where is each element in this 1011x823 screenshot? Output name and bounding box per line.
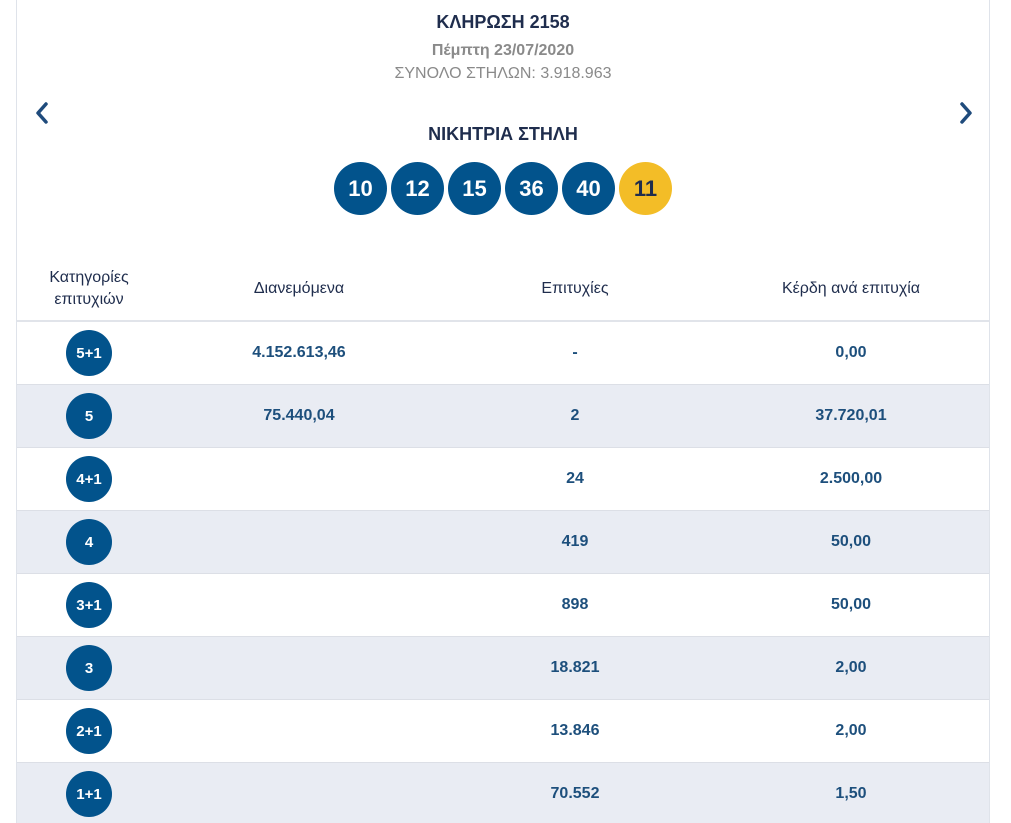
number-ball: 15 xyxy=(448,162,501,215)
prize-cell: 0,00 xyxy=(835,344,867,361)
table-row: 3+1 898 50,00 xyxy=(17,574,989,637)
category-cell: 4 xyxy=(17,511,161,573)
prize-table-body: 5+1 4.152.613,46 - 0,00 5 75.440,04 2 37.720,01… xyxy=(17,322,989,823)
table-row: 5+1 4.152.613,46 - 0,00 xyxy=(17,322,989,385)
draw-header: ΚΛΗΡΩΣΗ 2158 Πέμπτη 23/07/2020 ΣΥΝΟΛΟ ΣΤ… xyxy=(17,0,989,250)
distributed-cell xyxy=(161,448,437,510)
number-ball: 12 xyxy=(391,162,444,215)
table-row: 5 75.440,04 2 37.720,01 xyxy=(17,385,989,448)
category-cell: 3 xyxy=(17,637,161,699)
number-ball: 10 xyxy=(334,162,387,215)
draw-results-panel: ΚΛΗΡΩΣΗ 2158 Πέμπτη 23/07/2020 ΣΥΝΟΛΟ ΣΤ… xyxy=(16,0,990,823)
winners-cell: - xyxy=(572,344,578,361)
distributed-cell xyxy=(161,637,437,699)
next-draw-button[interactable] xyxy=(951,96,981,130)
number-ball: 36 xyxy=(505,162,558,215)
number-ball: 40 xyxy=(562,162,615,215)
distributed-cell xyxy=(161,511,437,573)
winners-cell: 24 xyxy=(566,470,584,487)
prize-cell: 2.500,00 xyxy=(819,470,883,487)
category-badge: 1+1 xyxy=(66,771,112,817)
table-row: 1+1 70.552 1,50 xyxy=(17,763,989,823)
category-badge: 3+1 xyxy=(66,582,112,628)
distributed-cell xyxy=(161,700,437,762)
draw-date: Πέμπτη 23/07/2020 xyxy=(431,42,575,59)
category-cell: 5 xyxy=(17,385,161,447)
prize-cell: 2,00 xyxy=(835,722,867,739)
prize-cell: 2,00 xyxy=(835,659,867,676)
winners-cell: 419 xyxy=(561,533,589,550)
category-badge: 4+1 xyxy=(66,456,112,502)
table-row: 2+1 13.846 2,00 xyxy=(17,700,989,763)
category-cell: 3+1 xyxy=(17,574,161,636)
category-badge: 5+1 xyxy=(66,330,112,376)
prize-cell: 1,50 xyxy=(835,785,867,802)
chevron-left-icon xyxy=(36,102,48,124)
winning-numbers: 10 12 15 36 40 11 xyxy=(17,162,989,215)
chevron-right-icon xyxy=(960,102,972,124)
category-cell: 5+1 xyxy=(17,322,161,384)
winners-cell: 18.821 xyxy=(550,659,600,676)
prize-table-header: Κατηγορίες επιτυχιών Διανεμόμενα Επιτυχί… xyxy=(17,258,989,322)
category-badge: 3 xyxy=(66,645,112,691)
winning-column-label: ΝΙΚΗΤΡΙΑ ΣΤΗΛΗ xyxy=(428,124,578,144)
joker-ball: 11 xyxy=(619,162,672,215)
distributed-cell xyxy=(161,763,437,823)
table-row: 4 419 50,00 xyxy=(17,511,989,574)
winners-cell: 2 xyxy=(570,407,580,424)
distributed-cell: 4.152.613,46 xyxy=(252,344,346,361)
previous-draw-button[interactable] xyxy=(27,96,57,130)
header-categories: Κατηγορίες επιτυχιών xyxy=(49,269,129,308)
category-badge: 2+1 xyxy=(66,708,112,754)
prize-cell: 37.720,01 xyxy=(815,407,887,424)
category-badge: 4 xyxy=(66,519,112,565)
prize-cell: 50,00 xyxy=(830,533,872,550)
total-columns: ΣΥΝΟΛΟ ΣΤΗΛΩΝ: 3.918.963 xyxy=(394,65,612,82)
winners-cell: 898 xyxy=(561,596,589,613)
table-row: 3 18.821 2,00 xyxy=(17,637,989,700)
category-cell: 4+1 xyxy=(17,448,161,510)
category-cell: 1+1 xyxy=(17,763,161,823)
header-winners: Επιτυχίες xyxy=(541,280,609,297)
winners-cell: 70.552 xyxy=(550,785,600,802)
table-row: 4+1 24 2.500,00 xyxy=(17,448,989,511)
prize-cell: 50,00 xyxy=(830,596,872,613)
header-prize-per-winner: Κέρδη ανά επιτυχία xyxy=(781,280,921,297)
category-badge: 5 xyxy=(66,393,112,439)
category-cell: 2+1 xyxy=(17,700,161,762)
draw-title: ΚΛΗΡΩΣΗ 2158 xyxy=(436,12,570,32)
distributed-cell xyxy=(161,574,437,636)
winners-cell: 13.846 xyxy=(550,722,600,739)
distributed-cell: 75.440,04 xyxy=(263,407,335,424)
header-distributed: Διανεμόμενα xyxy=(253,280,345,297)
